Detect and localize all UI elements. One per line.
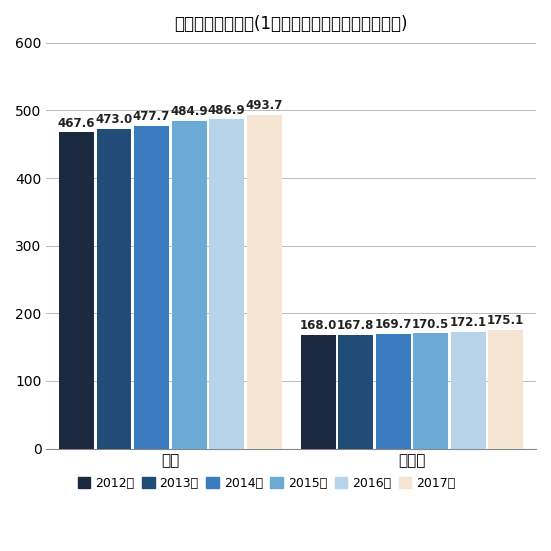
Legend: 2012年, 2013年, 2014年, 2015年, 2016年, 2017年: 2012年, 2013年, 2014年, 2015年, 2016年, 2017年 xyxy=(73,472,461,495)
Text: 467.6: 467.6 xyxy=(58,117,95,129)
Text: 167.8: 167.8 xyxy=(337,320,374,332)
Text: 493.7: 493.7 xyxy=(246,99,283,112)
Text: 172.1: 172.1 xyxy=(450,316,487,329)
Bar xyxy=(488,330,523,449)
Bar xyxy=(301,335,336,449)
Bar xyxy=(338,335,373,449)
Bar xyxy=(96,129,132,449)
Bar xyxy=(247,115,282,449)
Bar xyxy=(134,126,169,449)
Text: 473.0: 473.0 xyxy=(95,113,133,126)
Bar xyxy=(413,333,448,449)
Bar xyxy=(376,334,410,449)
Bar xyxy=(451,332,486,449)
Text: 486.9: 486.9 xyxy=(208,104,245,117)
Text: 168.0: 168.0 xyxy=(299,319,337,332)
Text: 484.9: 484.9 xyxy=(170,105,208,118)
Text: 169.7: 169.7 xyxy=(375,318,412,331)
Text: 477.7: 477.7 xyxy=(133,110,170,123)
Text: 170.5: 170.5 xyxy=(412,317,449,331)
Title: 給与・手当＋賞与(1年勤続者、平均、年間、万円): 給与・手当＋賞与(1年勤続者、平均、年間、万円) xyxy=(174,15,408,33)
Text: 175.1: 175.1 xyxy=(487,315,525,327)
Bar xyxy=(209,120,244,449)
Bar xyxy=(171,121,207,449)
Bar xyxy=(59,132,94,449)
